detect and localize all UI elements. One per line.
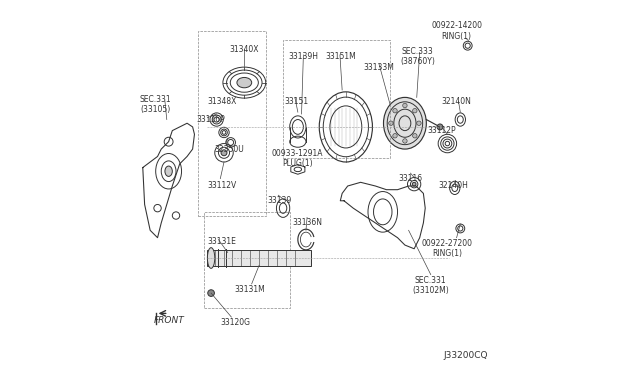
- Text: FRONT: FRONT: [154, 316, 185, 325]
- Ellipse shape: [207, 248, 215, 268]
- Text: 00922-27200
RING(1): 00922-27200 RING(1): [422, 239, 473, 259]
- Ellipse shape: [388, 121, 393, 125]
- Ellipse shape: [413, 134, 417, 138]
- Bar: [198, 31, 266, 215]
- Bar: [204, 212, 291, 308]
- Text: 33116: 33116: [398, 174, 422, 183]
- Text: 33133M: 33133M: [364, 63, 394, 72]
- Bar: [207, 250, 311, 266]
- Bar: [283, 40, 390, 158]
- Ellipse shape: [413, 109, 417, 113]
- Text: SEC.331
(33102M): SEC.331 (33102M): [412, 276, 449, 295]
- Text: J33200CQ: J33200CQ: [444, 351, 488, 360]
- Ellipse shape: [165, 166, 172, 176]
- Text: 00933-1291A
PLUG(1): 00933-1291A PLUG(1): [271, 148, 323, 168]
- Text: 33139: 33139: [268, 196, 291, 205]
- Text: 33139H: 33139H: [289, 52, 318, 61]
- Ellipse shape: [221, 150, 227, 156]
- Text: 33112V: 33112V: [207, 182, 237, 190]
- Ellipse shape: [403, 139, 407, 143]
- Text: 32140H: 32140H: [438, 182, 468, 190]
- Ellipse shape: [437, 124, 443, 130]
- Text: 33112P: 33112P: [428, 126, 456, 135]
- Text: 33151M: 33151M: [325, 52, 356, 61]
- Ellipse shape: [403, 103, 407, 108]
- Text: SEC.333
(38760Y): SEC.333 (38760Y): [401, 47, 435, 67]
- Text: 32140N: 32140N: [442, 97, 472, 106]
- Text: 33131E: 33131E: [208, 237, 237, 246]
- Text: 31348X: 31348X: [207, 97, 237, 106]
- Text: 33116P: 33116P: [196, 115, 225, 124]
- Text: 31340X: 31340X: [230, 45, 259, 54]
- Text: 33151: 33151: [284, 97, 308, 106]
- Ellipse shape: [417, 121, 421, 125]
- Ellipse shape: [383, 97, 426, 149]
- Ellipse shape: [393, 134, 397, 138]
- Text: 00922-14200
RING(1): 00922-14200 RING(1): [431, 21, 482, 41]
- Text: 33136N: 33136N: [292, 218, 322, 227]
- Ellipse shape: [237, 77, 252, 88]
- Ellipse shape: [393, 109, 397, 113]
- Text: 33131M: 33131M: [234, 285, 265, 294]
- Ellipse shape: [208, 290, 214, 296]
- Text: 32350U: 32350U: [214, 145, 244, 154]
- Text: SEC.331
(33105): SEC.331 (33105): [140, 95, 172, 115]
- Ellipse shape: [412, 182, 416, 186]
- Text: 33120G: 33120G: [220, 318, 250, 327]
